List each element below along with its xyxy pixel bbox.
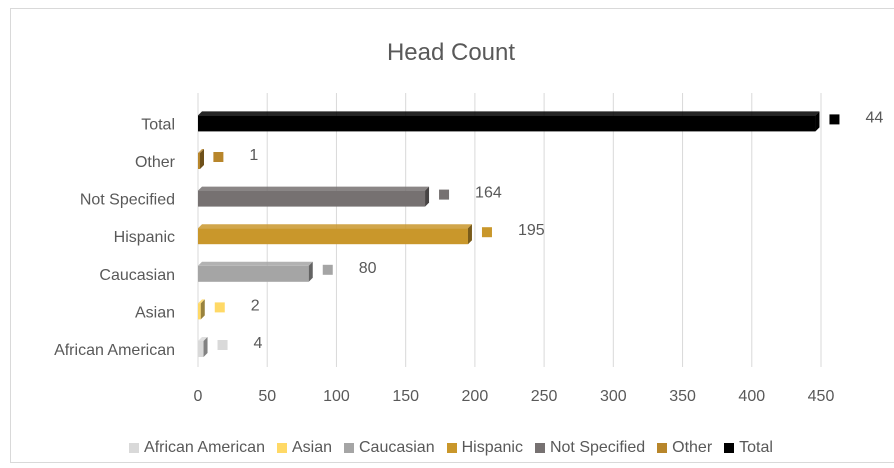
category-label: African American: [54, 342, 175, 359]
bar-top: [198, 261, 313, 266]
legend-item: Asian: [276, 439, 332, 457]
data-label: 2: [251, 297, 260, 314]
bar: [198, 115, 816, 132]
legend-label: Not Specified: [549, 439, 646, 456]
x-tick-label: 300: [600, 388, 627, 405]
data-label: 195: [518, 222, 545, 239]
x-tick-label: 0: [194, 388, 203, 405]
bar-top: [198, 224, 472, 229]
bar: [198, 153, 200, 169]
data-label-marker: [214, 302, 225, 313]
bar: [198, 303, 201, 320]
data-label-marker: [439, 189, 450, 200]
x-tick-label: 250: [531, 388, 558, 405]
category-label: Not Specified: [80, 192, 175, 209]
data-label: 1: [249, 147, 258, 164]
legend-swatch: [724, 443, 735, 453]
data-label: 4: [254, 335, 263, 352]
data-label-marker: [213, 152, 224, 162]
legend-label: Other: [672, 439, 713, 456]
bar-top: [198, 186, 430, 191]
legend-label: Total: [739, 439, 773, 456]
legend-label: African American: [144, 439, 265, 456]
data-label-marker: [829, 114, 840, 125]
legend-item: Total: [724, 439, 773, 457]
legend-swatch: [534, 443, 545, 453]
bar: [198, 341, 204, 357]
x-tick-label: 450: [808, 388, 835, 405]
data-label: 80: [359, 260, 377, 277]
x-tick-label: 150: [392, 388, 419, 405]
legend: African American Asian Caucasian Hispanic No…: [11, 439, 891, 457]
legend-swatch: [276, 443, 287, 453]
legend-item: Not Specified: [534, 439, 646, 457]
bar-side: [815, 111, 820, 132]
legend-label: Hispanic: [461, 439, 523, 456]
bar-side: [425, 186, 430, 207]
bar-top: [198, 299, 205, 304]
data-label: 164: [475, 185, 502, 202]
bar-side: [200, 299, 205, 320]
legend-label: Caucasian: [359, 439, 435, 456]
x-tick-label: 50: [258, 388, 276, 405]
legend-swatch: [344, 443, 354, 453]
legend-swatch: [446, 443, 457, 453]
legend-item: Other: [657, 439, 712, 457]
bar-side: [308, 261, 313, 282]
bar-side: [467, 224, 472, 245]
bar-side: [200, 149, 204, 169]
legend-swatch: [657, 443, 668, 453]
data-label-marker: [322, 264, 333, 275]
bar: [198, 265, 309, 282]
x-tick-label: 400: [738, 388, 765, 405]
x-tick-label: 350: [669, 388, 696, 405]
bar: [198, 190, 426, 207]
chart-title: Head Count: [386, 39, 516, 66]
bar-top: [198, 337, 208, 341]
category-label: Other: [135, 154, 176, 171]
chart-area: Head Count 0 50 100 150 200 250 300 350 400 450 Af…: [10, 8, 894, 463]
data-label: 44: [865, 109, 883, 126]
legend-label: Asian: [291, 439, 332, 456]
bar-top: [198, 111, 820, 116]
category-label: Total: [141, 116, 175, 133]
category-label: Asian: [135, 304, 175, 321]
x-tick-label: 200: [462, 388, 489, 405]
x-tick-label: 100: [323, 388, 350, 405]
legend-item: Hispanic: [446, 439, 523, 457]
chart-svg: 0 50 100 150 200 250 300 350 400 450 African Ameri…: [54, 93, 883, 405]
legend-swatch: [129, 443, 140, 453]
legend-item: African American: [129, 439, 265, 457]
bar-side: [203, 337, 208, 357]
data-label-marker: [481, 227, 492, 238]
data-label-marker: [217, 340, 228, 350]
category-label: Caucasian: [99, 267, 175, 284]
bar: [198, 228, 468, 245]
legend-item: Caucasian: [344, 439, 435, 457]
category-label: Hispanic: [114, 229, 175, 246]
bar-top: [198, 149, 204, 153]
